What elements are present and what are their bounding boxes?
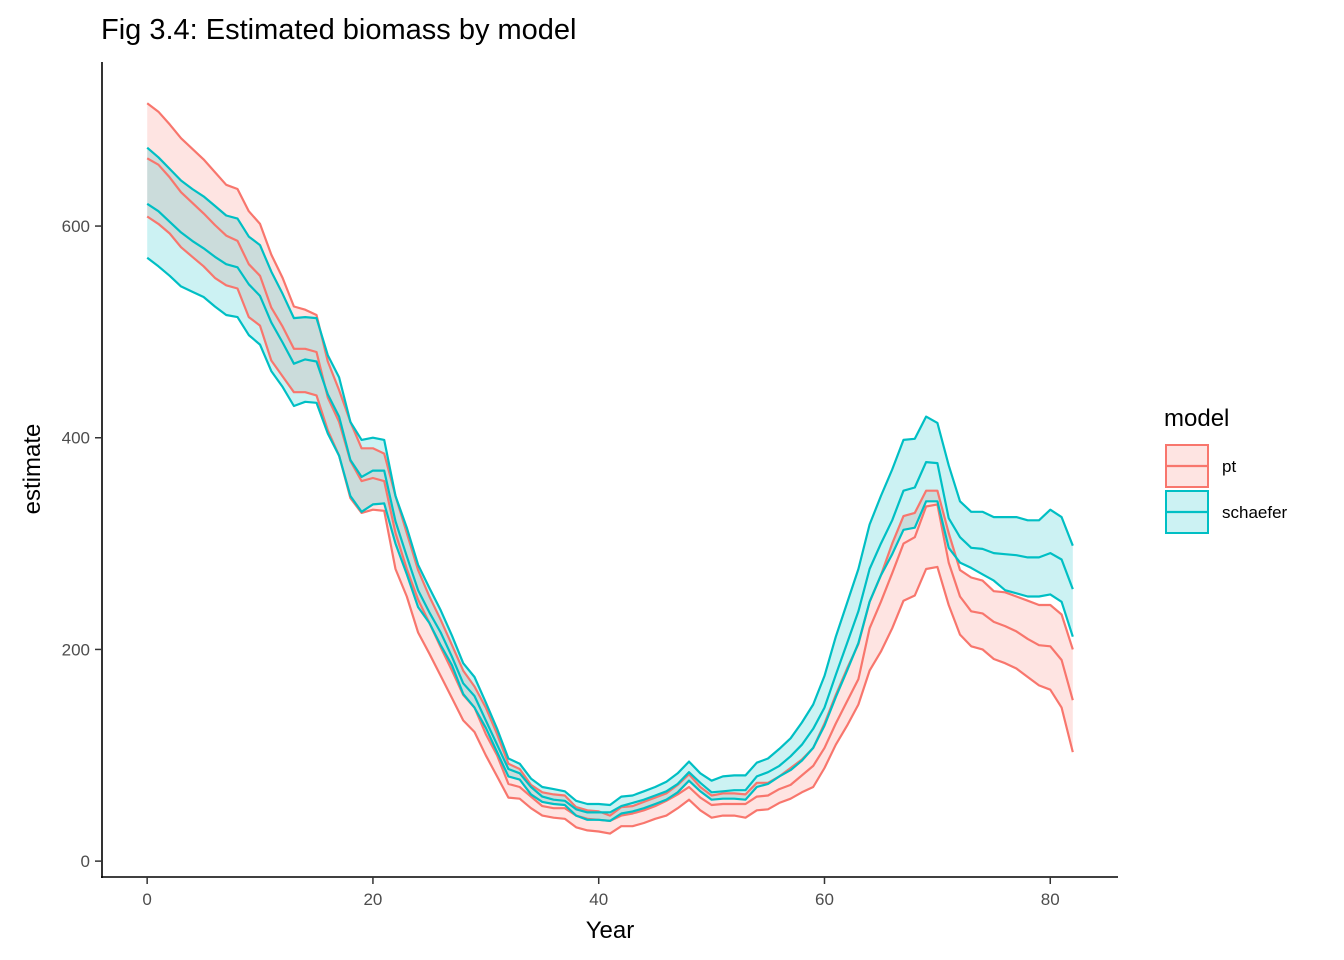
y-tick-label: 600 bbox=[62, 217, 90, 236]
line-pt-upper bbox=[146, 102, 1074, 817]
band-schaefer bbox=[147, 147, 1073, 821]
x-tick-label: 40 bbox=[589, 890, 608, 909]
y-tick-label: 400 bbox=[62, 429, 90, 448]
x-tick-label: 80 bbox=[1041, 890, 1060, 909]
y-tick-label: 0 bbox=[81, 852, 90, 871]
legend: model pt schaefer bbox=[1164, 405, 1288, 534]
legend-label-schaefer: schaefer bbox=[1222, 503, 1288, 522]
x-axis-ticks: 0 20 40 60 80 bbox=[142, 877, 1060, 909]
y-axis-ticks: 0 200 400 600 bbox=[62, 217, 102, 871]
chart-title: Fig 3.4: Estimated biomass by model bbox=[101, 14, 576, 46]
legend-label-pt: pt bbox=[1222, 457, 1236, 476]
legend-key-pt: pt bbox=[1165, 444, 1236, 488]
y-axis-title: estimate bbox=[19, 424, 46, 515]
line-schaefer-lower bbox=[146, 256, 1074, 823]
series-bands bbox=[147, 103, 1073, 834]
legend-title: model bbox=[1164, 405, 1229, 432]
x-tick-label: 20 bbox=[363, 890, 382, 909]
x-tick-label: 60 bbox=[815, 890, 834, 909]
x-tick-label: 0 bbox=[142, 890, 151, 909]
line-pt-lower bbox=[146, 215, 1074, 835]
line-schaefer-upper bbox=[146, 146, 1074, 807]
line-schaefer-mid bbox=[146, 202, 1074, 814]
legend-key-schaefer: schaefer bbox=[1165, 490, 1288, 534]
x-axis-title: Year bbox=[586, 917, 635, 944]
series-lines bbox=[146, 102, 1074, 835]
y-tick-label: 200 bbox=[62, 640, 90, 659]
